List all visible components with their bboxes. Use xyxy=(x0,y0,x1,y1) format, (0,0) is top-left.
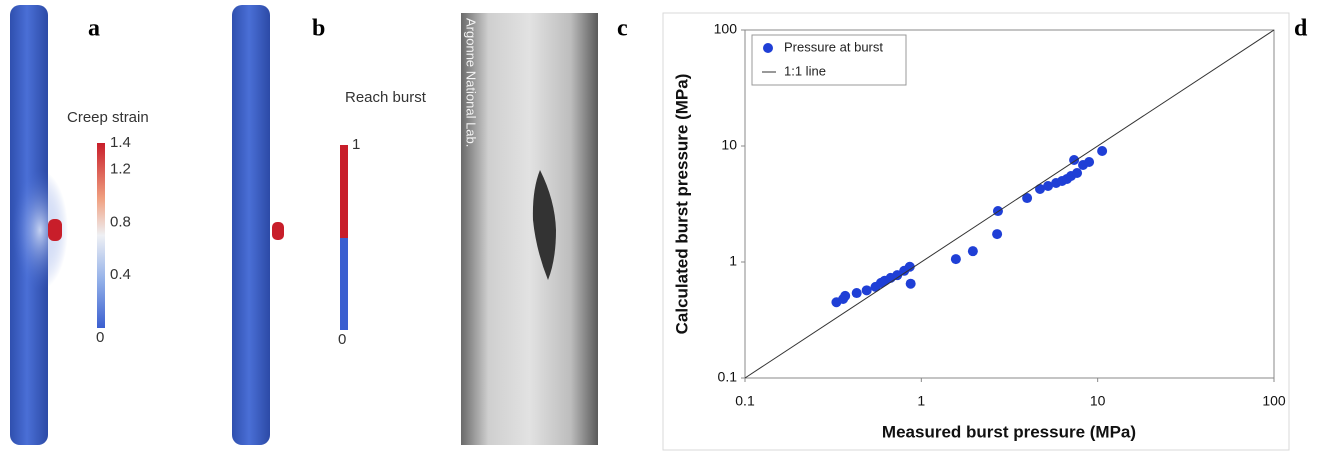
panel-label: c xyxy=(617,16,628,42)
x-tick-label: 1 xyxy=(917,393,925,409)
burst-spot xyxy=(272,222,284,240)
colorbar-tick-label: 1.2 xyxy=(110,160,131,177)
legend-label: Pressure at burst xyxy=(784,39,883,54)
y-axis-label: Calculated burst pressure (MPa) xyxy=(672,74,691,335)
strain-zone xyxy=(12,170,68,290)
colorbar-tick-label: 0 xyxy=(96,329,104,346)
point xyxy=(1035,183,1046,194)
colorbar-low xyxy=(340,238,348,330)
x-tick-label: 100 xyxy=(1262,393,1286,409)
colorbar xyxy=(97,143,105,328)
x-tick-label: 10 xyxy=(1090,393,1106,409)
colorbar-title: Creep strain xyxy=(67,109,149,126)
panel-label: a xyxy=(88,16,100,42)
point xyxy=(840,290,851,301)
point xyxy=(1084,156,1095,167)
burst-hole xyxy=(532,170,556,280)
point xyxy=(1043,181,1054,192)
chart-frame xyxy=(662,12,1290,451)
point xyxy=(950,254,961,265)
plot-area xyxy=(744,29,1275,379)
x-axis-label: Measured burst pressure (MPa) xyxy=(882,422,1136,441)
point xyxy=(967,246,978,257)
burst-spot xyxy=(48,219,62,241)
colorbar-high xyxy=(340,145,348,238)
colorbar-tick-label: 1 xyxy=(352,136,360,153)
point xyxy=(1072,168,1083,179)
legend xyxy=(751,34,907,86)
colorbar-tick-label: 0.8 xyxy=(110,213,131,230)
colorbar-tick-label: 0 xyxy=(338,331,346,348)
colorbar-tick-label: 1.4 xyxy=(110,134,131,151)
point xyxy=(904,261,915,272)
photo xyxy=(461,13,598,445)
y-tick-label: 1 xyxy=(729,253,737,269)
x-tick-label: 0.1 xyxy=(735,393,755,409)
legend-marker xyxy=(763,43,773,53)
point xyxy=(1069,155,1080,166)
watermark: Argonne National Lab. xyxy=(464,18,479,147)
colorbar-title: Reach burst xyxy=(345,89,427,106)
point xyxy=(851,288,862,299)
point xyxy=(1022,193,1033,204)
y-tick-label: 10 xyxy=(721,137,737,153)
y-tick-label: 100 xyxy=(714,21,738,37)
point xyxy=(905,278,916,289)
point xyxy=(992,229,1003,240)
point xyxy=(1097,145,1108,156)
panel-label: b xyxy=(312,16,325,42)
point xyxy=(861,285,872,296)
legend-label: 1:1 line xyxy=(784,63,826,78)
panel-label: d xyxy=(1294,16,1308,42)
y-tick-label: 0.1 xyxy=(718,369,738,385)
reference-line xyxy=(744,29,1275,379)
colorbar-tick-label: 0.4 xyxy=(110,266,131,283)
tube-b xyxy=(232,5,270,445)
